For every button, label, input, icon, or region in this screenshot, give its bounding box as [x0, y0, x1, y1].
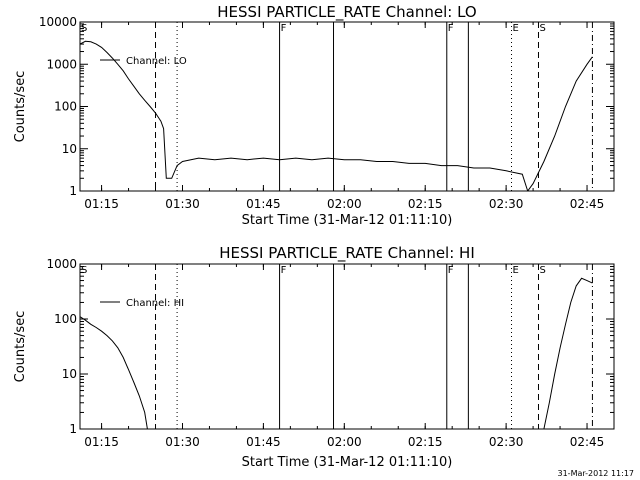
chart-title-lo: HESSI PARTICLE_RATE Channel: LO: [217, 3, 476, 22]
x-tick-label-hi: 01:45: [246, 435, 281, 449]
event-marker-label-lo: F: [448, 23, 454, 34]
y-tick-label-hi: 1: [69, 422, 77, 436]
chart-panel-lo: HESSI PARTICLE_RATE Channel: LO Start Ti…: [13, 3, 615, 228]
series-line-hi: [80, 277, 593, 429]
legend-label-lo: Channel: LO: [126, 56, 187, 67]
event-marker-label-hi: F: [281, 265, 287, 276]
x-tick-label-hi: 02:00: [327, 435, 362, 449]
y-axis-label-hi: Counts/sec: [13, 311, 28, 383]
chart-title-hi: HESSI PARTICLE_RATE Channel: HI: [219, 244, 475, 263]
y-tick-label-lo: 100: [54, 100, 77, 114]
y-tick-label-hi: 1000: [46, 257, 77, 271]
x-tick-label-lo: 02:30: [489, 197, 524, 211]
event-marker-label-lo: S: [81, 23, 87, 34]
y-axis-label-lo: Counts/sec: [13, 71, 28, 143]
x-axis-label-lo: Start Time (31-Mar-12 01:11:10): [242, 213, 453, 228]
x-tick-label-lo: 02:15: [408, 197, 443, 211]
x-tick-label-hi: 01:15: [84, 435, 119, 449]
y-tick-label-lo: 10000: [39, 15, 77, 29]
x-axis-label-hi: Start Time (31-Mar-12 01:11:10): [242, 455, 453, 470]
x-tick-label-lo: 02:00: [327, 197, 362, 211]
y-tick-label-hi: 100: [54, 312, 77, 326]
x-tick-label-hi: 02:45: [570, 435, 605, 449]
plot-timestamp: 31-Mar-2012 11:17: [558, 469, 635, 478]
x-tick-label-hi: 02:30: [489, 435, 524, 449]
event-marker-label-hi: E: [513, 265, 519, 276]
chart-panel-hi: HESSI PARTICLE_RATE Channel: HI Start Ti…: [13, 244, 615, 470]
event-marker-label-hi: S: [539, 265, 545, 276]
event-marker-label-lo: E: [513, 23, 519, 34]
y-tick-label-hi: 10: [62, 367, 77, 381]
event-marker-label-lo: F: [281, 23, 287, 34]
plot-frame-hi: [79, 263, 615, 430]
x-tick-label-lo: 02:45: [570, 197, 605, 211]
y-tick-label-lo: 1: [69, 184, 77, 198]
x-tick-label-lo: 01:15: [84, 197, 119, 211]
x-tick-label-hi: 01:30: [165, 435, 200, 449]
y-tick-label-lo: 1000: [46, 57, 77, 71]
event-marker-label-hi: F: [448, 265, 454, 276]
x-tick-label-lo: 01:45: [246, 197, 281, 211]
event-marker-label-lo: S: [539, 23, 545, 34]
plot-frame-lo: [79, 21, 615, 192]
x-tick-label-hi: 02:15: [408, 435, 443, 449]
y-tick-label-lo: 10: [62, 142, 77, 156]
legend-label-hi: Channel: HI: [126, 298, 184, 309]
event-marker-label-hi: S: [81, 265, 87, 276]
x-tick-label-lo: 01:30: [165, 197, 200, 211]
series-line-lo: [80, 40, 593, 191]
